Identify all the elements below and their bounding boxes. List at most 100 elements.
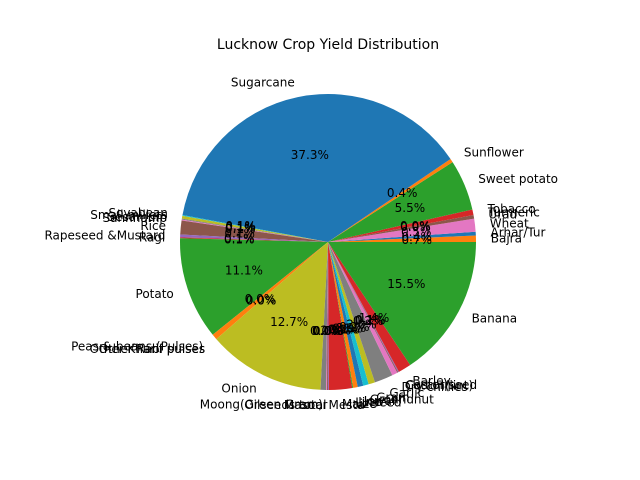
slice-label: Groundnut — [370, 392, 434, 406]
pie-slice — [328, 242, 353, 390]
pie-slice — [328, 158, 453, 242]
slice-label: Barley — [412, 374, 450, 388]
slice-label: Garlic — [389, 386, 424, 400]
slice-percent-label: 0.1% — [224, 231, 255, 245]
slice-label: Bajra — [491, 231, 522, 245]
slice-percent-label: 0.1% — [355, 313, 386, 327]
slice-percent-label: 0.4% — [401, 230, 432, 244]
slice-percent-label: 0.1% — [336, 321, 367, 335]
slice-label: Sannhamp — [103, 211, 167, 225]
slice-percent-label: 0.7% — [402, 233, 433, 247]
slice-label: Urad — [488, 207, 517, 221]
pie-slice — [328, 162, 473, 242]
pie-slice — [327, 242, 328, 390]
slice-percent-label: 0.2% — [339, 320, 370, 334]
pie-slice — [180, 238, 328, 335]
pie-slice — [328, 242, 411, 372]
slice-percent-label: 0.5% — [401, 225, 432, 239]
slice-percent-label: 0.0% — [310, 324, 341, 338]
slice-percent-label: 0.1% — [224, 232, 255, 246]
slice-percent-label: 0.2% — [353, 314, 384, 328]
chart-title: Lucknow Crop Yield Distribution — [217, 37, 439, 53]
slice-percent-label: 12.7% — [270, 315, 308, 329]
slice-label: Dry chillies — [402, 380, 468, 394]
pie-slice — [212, 242, 328, 340]
slice-percent-label: 0.0% — [400, 220, 431, 234]
slice-percent-label: 0.1% — [329, 322, 360, 336]
slice-percent-label: 0.0% — [400, 219, 431, 233]
pie-slice — [328, 218, 476, 242]
slice-label: Other Rabi pulses — [99, 342, 206, 356]
pie-slice — [180, 220, 328, 242]
slice-percent-label: 15.5% — [387, 277, 425, 291]
pie-slice — [328, 242, 393, 383]
pie-slice — [328, 231, 476, 242]
slice-label: Linseed — [355, 396, 401, 410]
slice-label: Mesta — [329, 398, 365, 412]
pie-slice — [328, 242, 398, 376]
pie-slice — [328, 242, 354, 388]
slice-label: Soyabean — [108, 206, 167, 220]
slice-label: Maize — [342, 397, 377, 411]
slice-label: Arhar/Tur — [491, 226, 546, 240]
slice-percent-label: 0.1% — [224, 226, 255, 240]
slice-label: Sugarcane — [231, 76, 295, 90]
slice-percent-label: 1.4% — [359, 311, 390, 325]
slice-label: Gram — [376, 390, 409, 404]
slice-label: Sweet potato — [478, 172, 558, 186]
slice-label: Rice — [140, 219, 166, 233]
pie-slice — [180, 237, 328, 242]
slice-label: Masoor — [284, 398, 328, 412]
slice-percent-labels: 0.7%0.4%0.5%0.0%0.0%5.5%0.4%37.3%0.1%0.1… — [224, 148, 432, 338]
slice-label: Castor seed — [406, 378, 477, 392]
slice-label: Jute — [357, 395, 381, 409]
slice-percent-label: 0.1% — [225, 219, 256, 233]
slice-label: Peas & beans (Pulses) — [71, 339, 203, 353]
slice-percent-label: 5.5% — [395, 201, 426, 215]
pie-slice — [328, 242, 364, 387]
slice-percent-label: 0.0% — [245, 292, 276, 306]
slice-percent-label: 0.1% — [225, 220, 256, 234]
pie-slice — [181, 219, 328, 242]
slice-label: Potato — [136, 287, 174, 301]
pie-slice — [328, 242, 358, 388]
pie-slice — [216, 242, 328, 390]
slice-label: Turmeric — [487, 205, 540, 219]
pie-slice — [182, 214, 328, 242]
pie-slice — [328, 242, 399, 373]
pie-slice — [328, 242, 400, 373]
slice-label: Sesamum — [108, 210, 168, 224]
slice-percent-label: 11.1% — [225, 263, 263, 277]
slice-label: Moong(Green Gram) — [200, 398, 323, 412]
pie-slice — [328, 242, 476, 366]
slice-percent-label: 0.1% — [225, 222, 256, 236]
slice-label: Jowar — [363, 394, 397, 408]
slice-percent-label: 37.3% — [291, 148, 329, 162]
pie-slice — [181, 215, 328, 242]
slice-label: Onion — [221, 381, 256, 395]
slice-label: Other Kharif pulses — [90, 342, 205, 356]
pie-slice — [326, 242, 328, 390]
pie-slice — [181, 218, 328, 242]
slice-label: Rapeseed &Mustard — [44, 228, 165, 242]
pie-slice — [328, 242, 369, 386]
pie-slice — [320, 242, 328, 390]
slice-label: Banana — [472, 312, 518, 326]
slice-percent-label: 0.0% — [312, 324, 343, 338]
slice-percent-label: 0.1% — [355, 313, 386, 327]
slice-label: Cotton(lint) — [405, 379, 473, 393]
slice-percent-label: 2.5% — [320, 323, 351, 337]
slice-label: Ragi — [139, 230, 165, 244]
slice-percent-label: 0.1% — [328, 323, 359, 337]
slice-label: Small millets — [90, 208, 167, 222]
pie-slice — [182, 93, 451, 243]
slice-percent-label: 0.0% — [246, 293, 277, 307]
slice-percent-label: 0.0% — [313, 324, 344, 338]
pie-slice — [180, 234, 328, 242]
slice-percent-label: 0.1% — [225, 221, 256, 235]
slice-percent-label: 0.1% — [332, 322, 363, 336]
pie-slice — [328, 242, 329, 390]
pie-slice — [328, 242, 375, 385]
